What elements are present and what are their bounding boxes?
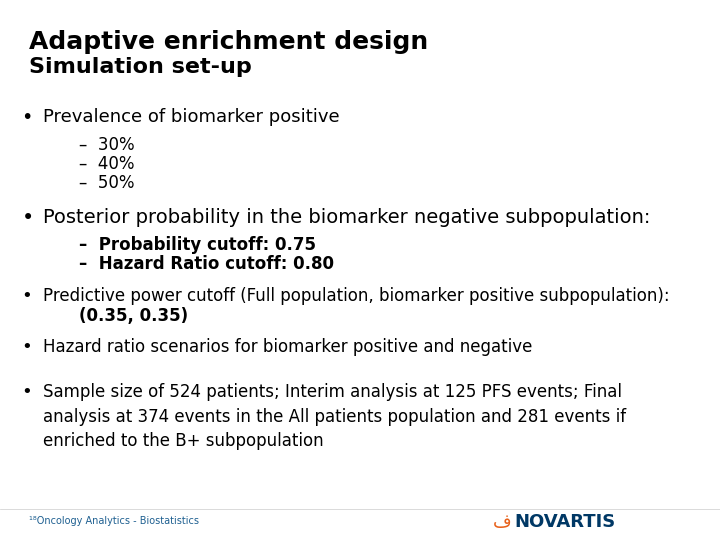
Text: ف: ف [493, 513, 512, 531]
Text: •: • [22, 338, 32, 355]
Text: •: • [22, 287, 32, 305]
Text: Simulation set-up: Simulation set-up [29, 57, 251, 77]
Text: –  Probability cutoff: 0.75: – Probability cutoff: 0.75 [79, 236, 316, 254]
Text: –  40%: – 40% [79, 155, 135, 173]
Text: (0.35, 0.35): (0.35, 0.35) [79, 307, 189, 325]
Text: Sample size of 524 patients; Interim analysis at 125 PFS events; Final
analysis : Sample size of 524 patients; Interim ana… [43, 383, 626, 450]
Text: NOVARTIS: NOVARTIS [515, 513, 616, 531]
Text: –  50%: – 50% [79, 174, 135, 192]
Text: Predictive power cutoff (Full population, biomarker positive subpopulation):: Predictive power cutoff (Full population… [43, 287, 670, 305]
Text: Posterior probability in the biomarker negative subpopulation:: Posterior probability in the biomarker n… [43, 208, 651, 227]
Text: •: • [22, 208, 34, 228]
Text: –  30%: – 30% [79, 136, 135, 154]
Text: ¹⁸Oncology Analytics - Biostatistics: ¹⁸Oncology Analytics - Biostatistics [29, 516, 199, 526]
Text: Adaptive enrichment design: Adaptive enrichment design [29, 30, 428, 53]
Text: Hazard ratio scenarios for biomarker positive and negative: Hazard ratio scenarios for biomarker pos… [43, 338, 533, 355]
Text: •: • [22, 383, 32, 401]
Text: –  Hazard Ratio cutoff: 0.80: – Hazard Ratio cutoff: 0.80 [79, 255, 334, 273]
Text: Prevalence of biomarker positive: Prevalence of biomarker positive [43, 108, 340, 126]
Text: •: • [22, 108, 33, 127]
